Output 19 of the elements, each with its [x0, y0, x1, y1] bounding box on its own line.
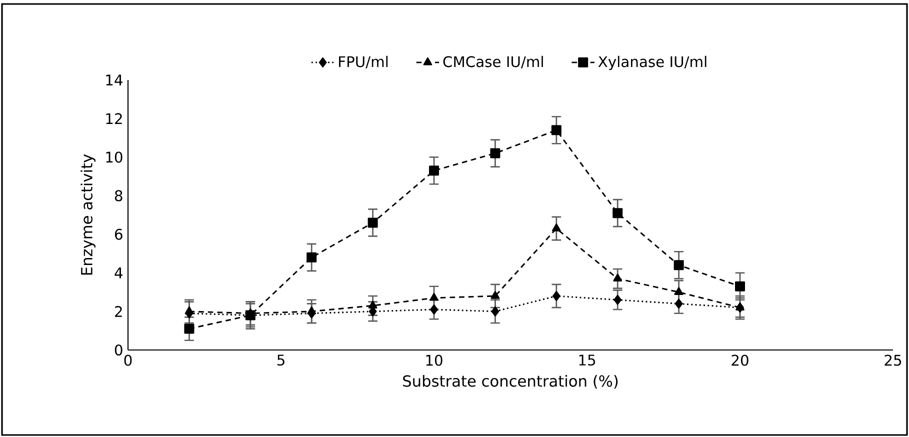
y-tick-label: 10 [106, 152, 122, 163]
y-tick-label: 14 [106, 74, 122, 86]
y-tick-label: 8 [114, 190, 122, 202]
x-tick-label: 10 [426, 354, 442, 366]
x-tick-label: 5 [277, 354, 284, 366]
x-tick-label: 15 [579, 354, 596, 366]
x-tick-label: 0 [124, 354, 132, 366]
y-tick-label: 4 [114, 268, 122, 278]
x-axis-title: Substrate concentration (%) [403, 374, 618, 389]
legend-label: CMCase IU/ml [443, 56, 543, 68]
y-tick-label: 6 [114, 228, 122, 240]
y-tick-label: 2 [115, 306, 122, 317]
x-tick-label: 25 [884, 354, 902, 366]
legend-label: FPU/ml [339, 56, 388, 68]
y-axis-title: Enzyme activity [80, 154, 96, 275]
y-tick-label: 12 [106, 113, 122, 124]
legend-label: Xylanase IU/ml [598, 56, 706, 70]
x-tick-label: 20 [732, 354, 748, 366]
y-tick-label: 0 [114, 344, 122, 356]
